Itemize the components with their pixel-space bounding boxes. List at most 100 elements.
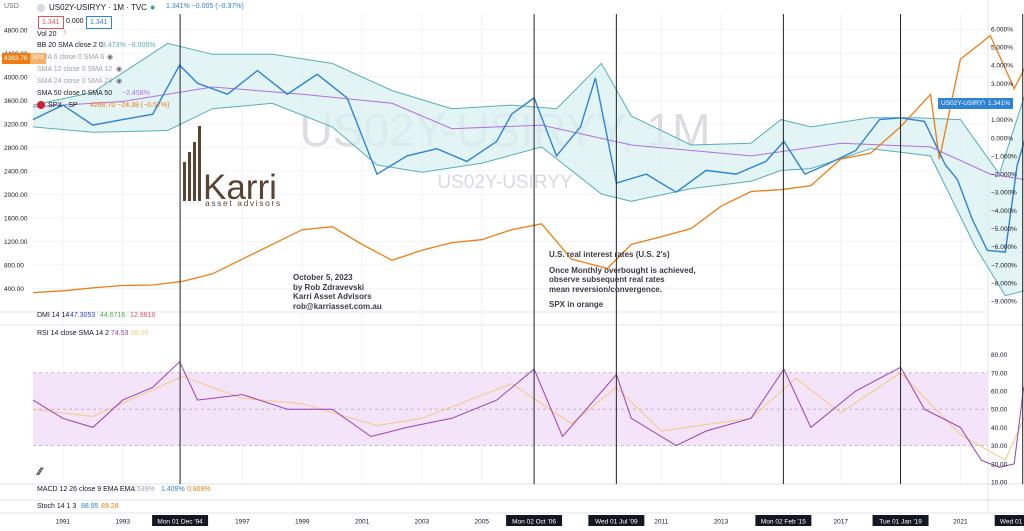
logo-bar bbox=[188, 152, 191, 201]
right-axis-tick-label: −8.000% bbox=[991, 280, 1017, 287]
x-axis-tick-label: 2001 bbox=[355, 519, 370, 526]
event-lines-layer bbox=[179, 14, 1024, 484]
rate-symbol-tag: US02Y-USIRYY bbox=[938, 98, 991, 109]
stoch-label[interactable]: Stoch 14 1 3 bbox=[37, 503, 77, 510]
legend-sma12[interactable]: SMA 12 close 0 SMA 12 bbox=[37, 66, 113, 73]
bollinger-band-layer bbox=[32, 42, 1024, 297]
left-axis-tick-label: 1200.00 bbox=[4, 239, 28, 246]
rsi-axis-tick-label: 80.00 bbox=[991, 352, 1008, 359]
macd-value: 1.409% bbox=[161, 486, 185, 493]
right-axis-tick-label: 5.000% bbox=[991, 45, 1013, 52]
header-quote: 1.341% −0.005 (−0.37%) bbox=[166, 3, 244, 10]
symbol-dot-icon bbox=[37, 4, 45, 12]
rsi-sma-line bbox=[32, 372, 1024, 461]
right-axis-tick-label: 4.000% bbox=[991, 63, 1013, 70]
commentary: U.S. real interest rates (U.S. 2's) Once… bbox=[549, 250, 696, 310]
right-axis-tick-label: −4.000% bbox=[991, 208, 1017, 215]
left-axis-tick-label: 800.00 bbox=[4, 262, 24, 269]
legend-bb[interactable]: BB 20 SMA close 2 0 bbox=[37, 42, 103, 49]
rsi-sma-value: 68.20 bbox=[131, 330, 149, 337]
author-email: rob@karriasset.com.au bbox=[293, 301, 382, 311]
event-date-label: Tue 01 Jan '19 bbox=[879, 519, 922, 526]
spx-price-tag-symbol: SPX bbox=[30, 53, 47, 64]
left-axis-tick-label: 2000.00 bbox=[4, 192, 28, 199]
left-axis-tick-label: 3200.00 bbox=[4, 121, 28, 128]
rate-line bbox=[32, 64, 1024, 253]
right-axis-tick-label: −1.000% bbox=[991, 153, 1017, 160]
tradingview-logo-icon: ⁄⁄ bbox=[38, 466, 42, 478]
legend-spx-values: 4288.70 −24.38 (−0.57%) bbox=[90, 102, 170, 109]
currency-label: USD bbox=[4, 3, 19, 10]
right-axis-tick-label: 0.000% bbox=[991, 135, 1013, 142]
x-axis-tick-label: 2013 bbox=[714, 519, 729, 526]
stoch-value: 89.28 bbox=[101, 503, 119, 510]
stoch-value: 88.95 bbox=[81, 503, 99, 510]
rsi-axis-tick-label: 60.00 bbox=[991, 388, 1008, 395]
x-axis-tick-label: 1997 bbox=[235, 519, 250, 526]
spx-line bbox=[32, 34, 1024, 294]
dmi-label[interactable]: DMI 14 14 bbox=[37, 312, 70, 319]
legend-spx[interactable]: SPX · SP bbox=[48, 102, 78, 109]
commentary-line: Once Monthly overbought is achieved, bbox=[549, 265, 696, 275]
author-name: by Rob Zdravevski bbox=[293, 282, 365, 292]
event-date-badge bbox=[588, 515, 645, 526]
event-date-label: Mon 01 Dec '94 bbox=[157, 519, 203, 526]
rsi-axis-tick-label: 30.00 bbox=[991, 443, 1008, 450]
left-axis-tick-label: 400.00 bbox=[4, 286, 24, 293]
commentary-line: observe subsequent real rates bbox=[549, 275, 665, 284]
logo-bar bbox=[193, 142, 196, 201]
rsi-axis-tick-label: 10.00 bbox=[991, 480, 1008, 487]
warning-icon: ! bbox=[64, 30, 66, 37]
left-axis-tick-label: 1600.00 bbox=[4, 215, 28, 222]
logo-bar bbox=[183, 162, 186, 201]
legend-sma6[interactable]: SMA 6 close 0 SMA 6 bbox=[37, 54, 105, 61]
rsi-label[interactable]: RSI 14 close SMA 14 2 bbox=[37, 330, 109, 337]
legend-vol[interactable]: Vol 20 bbox=[37, 31, 57, 38]
author-company: Karri Asset Advisors bbox=[293, 292, 372, 301]
buy-price-box[interactable]: 1.341 bbox=[86, 16, 112, 29]
left-axis-tick-label: 4800.00 bbox=[4, 27, 28, 34]
x-axis-tick-label: 1999 bbox=[295, 519, 310, 526]
rate-price-tag: 1.341% bbox=[985, 98, 1014, 109]
event-date-label: Mon 02 Feb '15 bbox=[761, 519, 806, 526]
bollinger-band-fill bbox=[33, 43, 1024, 296]
logo-tagline: asset advisors bbox=[205, 198, 282, 208]
eye-icon[interactable]: ◉ bbox=[107, 54, 114, 61]
author-note: October 5, 2023 by Rob Zdravevski Karri … bbox=[293, 273, 382, 311]
spx-price-tag: 4363.76 bbox=[2, 53, 30, 64]
eye-icon[interactable]: ◉ bbox=[116, 66, 123, 73]
series-layer bbox=[32, 34, 1024, 294]
legend-sma24[interactable]: SMA 24 close 0 SMA 24 bbox=[37, 78, 113, 85]
x-axis-tick-label: 2021 bbox=[953, 519, 968, 526]
dmi-value: 47.3053 bbox=[70, 312, 96, 319]
commentary-footer: SPX in orange bbox=[549, 300, 604, 309]
logo-name: Karri bbox=[203, 168, 277, 207]
left-axis-tick-label: 4000.00 bbox=[4, 74, 28, 81]
watermark-small: US02Y-USIRYY bbox=[437, 172, 573, 193]
rsi-axis-tick-label: 50.00 bbox=[991, 407, 1008, 414]
sell-price-box[interactable]: 1.341 bbox=[38, 16, 64, 29]
legend-sma50[interactable]: SMA 50 close 0 SMA 50 bbox=[37, 90, 113, 97]
right-axis-tick-label: −5.000% bbox=[991, 226, 1017, 233]
rsi-axis-tick-label: 20.00 bbox=[991, 461, 1008, 468]
dmi-value: 44.6716 bbox=[100, 312, 126, 319]
live-dot-icon: ● bbox=[150, 2, 156, 12]
event-date-badge bbox=[152, 515, 209, 526]
symbol-title[interactable]: US02Y-USIRYY · 1M · TVC bbox=[49, 3, 147, 12]
right-axis-tick-label: −3.000% bbox=[991, 190, 1017, 197]
logo-bar bbox=[198, 126, 201, 201]
macd-label[interactable]: MACD 12 26 close 9 EMA EMA bbox=[37, 486, 136, 493]
x-axis-tick-label: 1991 bbox=[56, 519, 71, 526]
x-axis-tick-label: 2003 bbox=[415, 519, 430, 526]
right-axis-tick-label: 1.000% bbox=[991, 117, 1013, 124]
eye-icon[interactable]: ◉ bbox=[116, 78, 123, 85]
sma50-line bbox=[32, 86, 1024, 180]
left-axis-tick-label: 2800.00 bbox=[4, 145, 28, 152]
commentary-line: mean reversion/convergence. bbox=[549, 284, 662, 294]
x-axis-tick-label: 2005 bbox=[474, 519, 489, 526]
right-axis-tick-label: −7.000% bbox=[991, 262, 1017, 269]
legend-bb-values: 3.473% −8.006% bbox=[102, 42, 156, 49]
axis-layer: 4800.004400.004000.003600.003200.002800.… bbox=[4, 26, 1024, 526]
rsi-axis-tick-label: 70.00 bbox=[991, 370, 1008, 377]
